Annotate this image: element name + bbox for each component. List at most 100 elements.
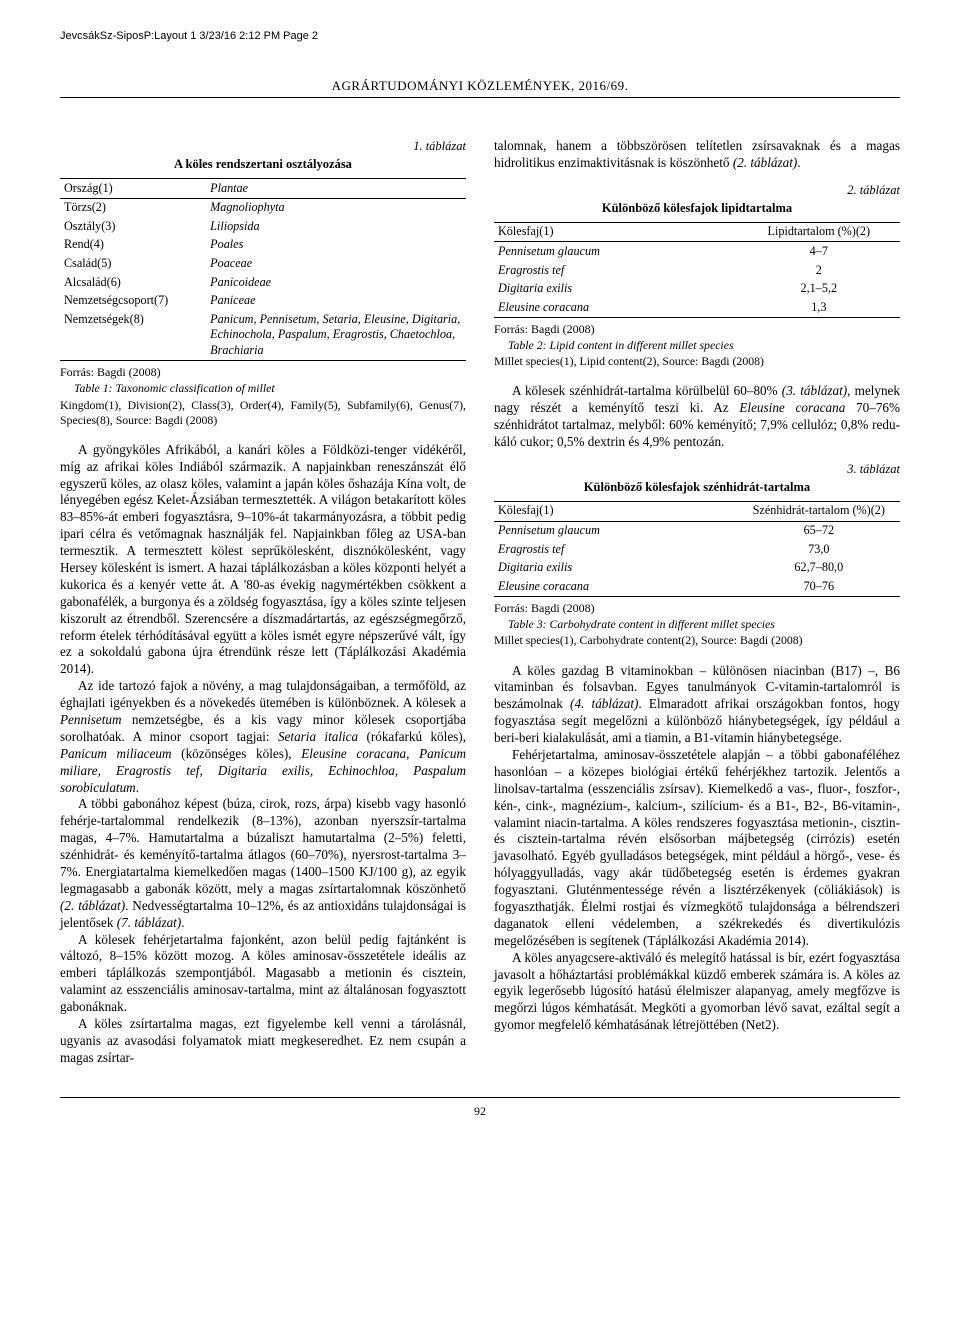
- table3-title: Különböző kölesfajok szénhidrát-tartalma: [494, 479, 900, 495]
- left-column: 1. táblázat A köles rendszertani osztály…: [60, 138, 466, 1067]
- left-para-4: A kölesek fehérjetartalma fajonként, azo…: [60, 932, 466, 1016]
- text-run: Pennisetum: [60, 712, 122, 727]
- text-run: Eleusine coracana: [739, 400, 845, 415]
- table-cell: Osztály(3): [60, 217, 206, 236]
- table-cell: 62,7–80,0: [738, 559, 900, 578]
- print-header-text: JevcsákSz-SiposP:Layout 1 3/23/16 2:12 P…: [60, 30, 318, 42]
- table-cell: Digitaria exilis: [494, 559, 738, 578]
- table-cell: Ország(1): [60, 179, 206, 199]
- table3: Kölesfaj(1) Szénhidrát-tartalom (%)(2) P…: [494, 501, 900, 597]
- right-para-4: A köles anyagcsere-aktiváló és melegítő …: [494, 950, 900, 1034]
- table-cell: Poales: [206, 236, 466, 255]
- table-cell: 65–72: [738, 521, 900, 540]
- text-run: Panicum miliaceum: [60, 746, 172, 761]
- table2-caption: 2. táblázat: [494, 182, 900, 198]
- table-row: Eragrostis tef 2: [494, 261, 900, 280]
- table3-source: Forrás: Bagdi (2008): [494, 601, 900, 616]
- table-cell: Panicoideae: [206, 273, 466, 292]
- table-row: Rend(4) Poales: [60, 236, 466, 255]
- table-cell: Nemzetségek(8): [60, 310, 206, 360]
- table-row: Kölesfaj(1) Lipidtartalom (%)(2): [494, 222, 900, 242]
- table-cell: Magnoliophyta: [206, 198, 466, 217]
- text-run: (2. táblázat): [60, 898, 125, 913]
- table1-source: Forrás: Bagdi (2008): [60, 365, 466, 380]
- table1-caption: 1. táblázat: [60, 138, 466, 154]
- table-cell: Eragrostis tef: [494, 261, 738, 280]
- table-cell: Paniceae: [206, 292, 466, 311]
- two-column-layout: 1. táblázat A köles rendszertani osztály…: [60, 138, 900, 1067]
- text-run: .: [136, 780, 139, 795]
- table1-title: A köles rendszertani osztályozása: [60, 156, 466, 172]
- table-cell: Plantae: [206, 179, 466, 199]
- table-cell: Rend(4): [60, 236, 206, 255]
- table-row: Pennisetum glaucum 4–7: [494, 242, 900, 261]
- table1-eng-sub: Kingdom(1), Division(2), Class(3), Order…: [60, 398, 466, 428]
- text-run: Setaria italica: [278, 729, 358, 744]
- table-row: Pennisetum glaucum 65–72: [494, 521, 900, 540]
- table3-caption: 3. táblázat: [494, 461, 900, 477]
- table-cell: Pennisetum glaucum: [494, 521, 738, 540]
- page: JevcsákSz-SiposP:Layout 1 3/23/16 2:12 P…: [0, 0, 960, 1159]
- left-para-2: Az ide tartozó fajok a növény, a mag tul…: [60, 678, 466, 796]
- table-row: Ország(1) Plantae: [60, 179, 466, 199]
- table-cell: Eleusine coracana: [494, 298, 738, 317]
- table1-eng-title: Table 1: Taxonomic classification of mil…: [74, 381, 466, 396]
- table-row: Alcsalád(6) Panicoideae: [60, 273, 466, 292]
- table-row: Eleusine coracana 1,3: [494, 298, 900, 317]
- right-para-3: Fehérjetartalma, aminosav-összetétele al…: [494, 747, 900, 950]
- text-run: .: [797, 155, 800, 170]
- table-cell: Eleusine coracana: [494, 577, 738, 596]
- table-cell: Panicum, Pennisetum, Setaria, Eleusine, …: [206, 310, 466, 360]
- table-cell: 2,1–5,2: [738, 280, 900, 299]
- table-cell: Liliopsida: [206, 217, 466, 236]
- table3-eng-title: Table 3: Carbohydrate content in differe…: [508, 617, 900, 632]
- running-head: AGRÁRTUDOMÁNYI KÖZLEMÉNYEK, 2016/69.: [60, 78, 900, 98]
- table-cell: 73,0: [738, 540, 900, 559]
- table2-title: Különböző kölesfajok lipidtartalma: [494, 200, 900, 216]
- right-para-2: A köles gazdag B vitaminokban – különöse…: [494, 663, 900, 747]
- table-cell: Poaceae: [206, 254, 466, 273]
- table-cell: Törzs(2): [60, 198, 206, 217]
- table-row: Osztály(3) Liliopsida: [60, 217, 466, 236]
- table2: Kölesfaj(1) Lipidtartalom (%)(2) Pennise…: [494, 222, 900, 318]
- text-run: .: [181, 915, 184, 930]
- text-run: (2. táblázat): [733, 155, 797, 170]
- table-header: Lipidtartalom (%)(2): [738, 222, 900, 242]
- table-row: Digitaria exilis 62,7–80,0: [494, 559, 900, 578]
- text-run: (ró­kafarkú köles),: [358, 729, 466, 744]
- table-cell: Eragrostis tef: [494, 540, 738, 559]
- table-row: Digitaria exilis 2,1–5,2: [494, 280, 900, 299]
- text-run: (3. táblázat): [782, 383, 847, 398]
- table-cell: 2: [738, 261, 900, 280]
- right-para-1: A kölesek szénhidrát-tartalma körülbelül…: [494, 383, 900, 451]
- table-header: Szénhidrát-tartalom (%)(2): [738, 501, 900, 521]
- page-number: 92: [60, 1097, 900, 1119]
- table-header: Kölesfaj(1): [494, 222, 738, 242]
- left-para-5: A köles zsírtartalma magas, ezt figyelem…: [60, 1016, 466, 1067]
- table2-source: Forrás: Bagdi (2008): [494, 322, 900, 337]
- table-row: Nemzetségcsoport(7) Paniceae: [60, 292, 466, 311]
- table-row: Kölesfaj(1) Szénhidrát-tartalom (%)(2): [494, 501, 900, 521]
- table-header: Kölesfaj(1): [494, 501, 738, 521]
- text-run: (4. táblázat): [570, 696, 638, 711]
- table-row: Család(5) Poaceae: [60, 254, 466, 273]
- table1: Ország(1) Plantae Törzs(2) Magnoliophyta…: [60, 178, 466, 361]
- table-row: Eleusine coracana 70–76: [494, 577, 900, 596]
- print-header: JevcsákSz-SiposP:Layout 1 3/23/16 2:12 P…: [60, 30, 900, 42]
- left-para-1: A gyöngyköles Afrikából, a kanári köles …: [60, 442, 466, 678]
- text-run: Az ide tartozó fajok a növény, a mag tul…: [60, 678, 466, 710]
- table-cell: Pennisetum glaucum: [494, 242, 738, 261]
- table2-eng-sub: Millet species(1), Lipid content(2), Sou…: [494, 354, 900, 369]
- table2-eng-title: Table 2: Lipid content in different mill…: [508, 338, 900, 353]
- table-cell: Alcsalád(6): [60, 273, 206, 292]
- table-row: Nemzetségek(8) Panicum, Pennisetum, Seta…: [60, 310, 466, 360]
- text-run: (közönséges köles),: [172, 746, 302, 761]
- table-row: Eragrostis tef 73,0: [494, 540, 900, 559]
- text-run: (7. táblázat): [117, 915, 181, 930]
- table-cell: 4–7: [738, 242, 900, 261]
- left-para-3: A többi gabonához képest (búza, cirok, r…: [60, 796, 466, 931]
- table-cell: Digitaria exilis: [494, 280, 738, 299]
- table-row: Törzs(2) Magnoliophyta: [60, 198, 466, 217]
- text-run: talomnak, hanem a többszörösen telítetle…: [494, 138, 900, 170]
- table-cell: Nemzetségcsoport(7): [60, 292, 206, 311]
